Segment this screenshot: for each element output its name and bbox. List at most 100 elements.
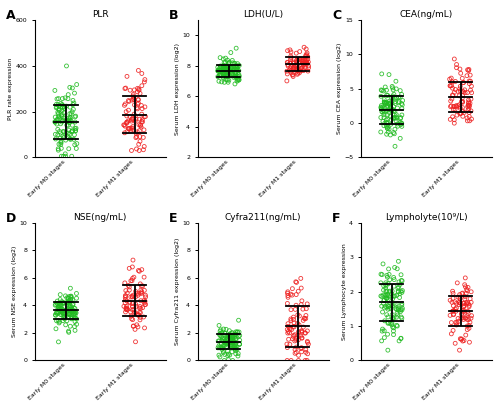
- Point: [377, 129, 385, 135]
- Point: [464, 310, 472, 317]
- Point: [294, 312, 302, 318]
- Point: [382, 99, 390, 106]
- Point: [379, 109, 387, 116]
- Point: [302, 59, 310, 66]
- Point: [394, 323, 402, 329]
- Point: [388, 320, 396, 326]
- Point: [395, 98, 403, 105]
- Point: [298, 329, 306, 335]
- Point: [220, 342, 228, 348]
- Point: [456, 335, 464, 342]
- Point: [229, 333, 237, 339]
- Point: [292, 337, 300, 343]
- Point: [390, 112, 398, 118]
- Point: [297, 275, 305, 282]
- Point: [380, 334, 388, 341]
- Point: [386, 132, 394, 138]
- Point: [130, 97, 138, 103]
- Point: [228, 70, 236, 76]
- Point: [137, 290, 145, 296]
- Point: [52, 310, 60, 317]
- Point: [393, 292, 401, 299]
- Point: [234, 74, 242, 81]
- Point: [456, 85, 464, 92]
- Point: [120, 303, 128, 310]
- Point: [222, 73, 230, 80]
- Point: [127, 278, 135, 284]
- Point: [291, 350, 299, 357]
- Point: [123, 298, 131, 304]
- Point: [386, 103, 394, 110]
- Point: [215, 343, 223, 349]
- Point: [218, 79, 226, 85]
- Point: [288, 335, 296, 342]
- Point: [394, 258, 402, 265]
- Point: [53, 96, 61, 102]
- Point: [304, 339, 312, 346]
- Point: [62, 117, 70, 123]
- Point: [457, 336, 465, 342]
- Point: [224, 353, 232, 359]
- Point: [58, 119, 66, 125]
- Point: [65, 329, 73, 335]
- Point: [71, 318, 79, 325]
- Point: [287, 49, 295, 55]
- Point: [304, 341, 312, 347]
- Point: [57, 141, 65, 148]
- Point: [464, 317, 472, 323]
- Point: [302, 59, 310, 66]
- Point: [396, 114, 404, 121]
- Point: [132, 133, 140, 140]
- Point: [388, 98, 396, 105]
- Point: [394, 305, 402, 312]
- Point: [451, 340, 459, 346]
- Point: [294, 352, 302, 359]
- Point: [66, 114, 74, 121]
- Point: [138, 70, 146, 77]
- Point: [384, 274, 392, 281]
- Point: [296, 56, 304, 63]
- Point: [398, 289, 406, 296]
- Point: [390, 129, 398, 136]
- Point: [130, 310, 138, 317]
- Point: [300, 57, 308, 64]
- Point: [122, 108, 130, 115]
- Point: [220, 70, 228, 76]
- Point: [220, 67, 228, 74]
- Point: [302, 64, 310, 71]
- Point: [66, 309, 74, 315]
- Point: [72, 81, 80, 88]
- Point: [287, 317, 295, 324]
- Point: [226, 65, 234, 71]
- Point: [56, 296, 64, 303]
- Point: [128, 303, 136, 310]
- Point: [228, 57, 236, 64]
- Point: [123, 73, 131, 80]
- Point: [54, 111, 62, 117]
- Point: [458, 290, 466, 297]
- Point: [299, 56, 307, 63]
- Point: [293, 67, 301, 74]
- Point: [60, 153, 68, 160]
- Point: [382, 294, 390, 301]
- Point: [462, 332, 470, 338]
- Point: [286, 60, 294, 67]
- Point: [58, 113, 66, 120]
- Point: [122, 303, 130, 310]
- Point: [379, 103, 387, 110]
- Point: [468, 90, 475, 96]
- Point: [218, 337, 226, 344]
- Point: [456, 105, 464, 112]
- Point: [398, 91, 406, 98]
- Point: [292, 291, 300, 298]
- Point: [223, 339, 231, 346]
- Point: [452, 86, 460, 93]
- Point: [134, 100, 142, 106]
- Point: [228, 339, 236, 346]
- Point: [66, 299, 74, 305]
- Point: [389, 87, 397, 93]
- Point: [294, 332, 302, 339]
- Point: [465, 325, 473, 332]
- Point: [122, 294, 130, 301]
- Point: [284, 328, 292, 335]
